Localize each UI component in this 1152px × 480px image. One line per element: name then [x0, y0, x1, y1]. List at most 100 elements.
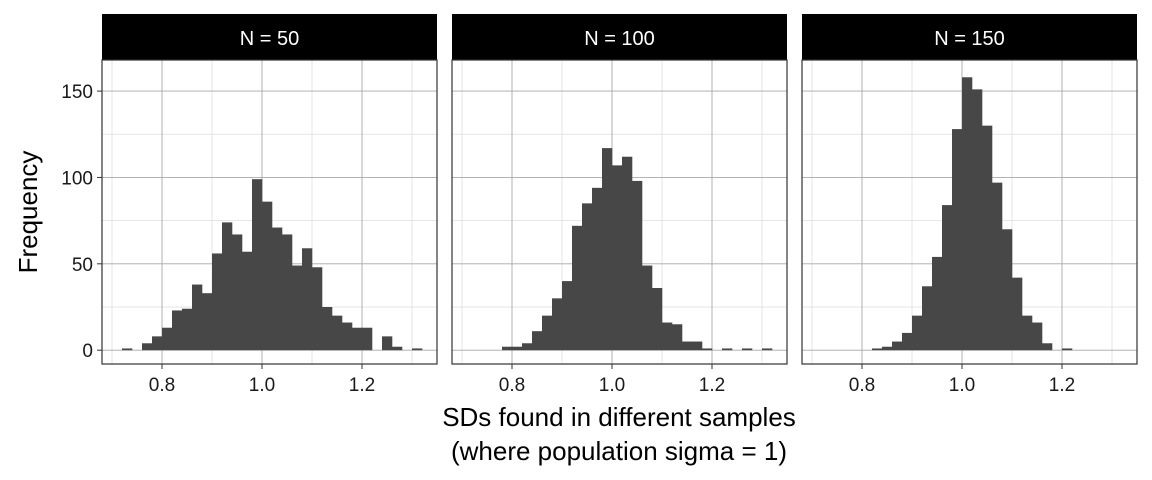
- histogram-bar: [162, 327, 173, 351]
- x-tick-label: 1.2: [349, 375, 375, 396]
- histogram-bar: [262, 201, 273, 351]
- facet-panel: N = 100 0.8 1.0 1.2: [451, 14, 788, 396]
- x-tick-label: 1.0: [599, 375, 625, 396]
- histogram-bar: [412, 348, 423, 351]
- facet-panel: N = 50 0.8 1.0 1.2: [101, 14, 438, 396]
- histogram-bar: [1012, 277, 1023, 351]
- histogram-bar: [542, 315, 553, 351]
- panels-layer: N = 50 0.8 1.0 1.2 N = 100 0.8 1.0 1.2 N = 150 0.…: [101, 14, 1138, 396]
- x-axis-title-line2: (where population sigma = 1): [451, 436, 787, 466]
- histogram-bar: [502, 346, 513, 351]
- histogram-bar: [602, 148, 613, 351]
- histogram-bar: [912, 315, 923, 351]
- histogram-bar: [572, 225, 583, 351]
- histogram-bar: [1002, 229, 1013, 351]
- x-tick-label: 1.0: [249, 375, 275, 396]
- y-tick-label: 100: [61, 168, 93, 189]
- histogram-bar: [532, 331, 543, 351]
- histogram-bar: [882, 346, 893, 351]
- histogram-bar: [692, 341, 703, 351]
- histogram-bar: [212, 253, 223, 351]
- panel-border: [451, 59, 788, 365]
- histogram-bar: [522, 343, 533, 351]
- facet-strip: [802, 14, 1137, 60]
- facet-strip: [102, 14, 437, 60]
- histogram-bar: [292, 265, 303, 351]
- histogram-bar: [332, 315, 343, 351]
- histogram-bar: [702, 348, 713, 351]
- facet-panel: N = 150 0.8 1.0 1.2: [801, 14, 1138, 396]
- histogram-bar: [992, 182, 1003, 351]
- histogram-bar: [722, 348, 733, 351]
- histogram-bar: [362, 327, 373, 351]
- histogram-bar: [672, 324, 683, 351]
- histogram-bar: [202, 293, 213, 351]
- histogram-bar: [152, 336, 163, 351]
- histogram-bar: [582, 203, 593, 351]
- histogram-bar: [762, 348, 773, 351]
- histogram-bar: [1022, 315, 1033, 351]
- histogram-bar: [682, 341, 693, 351]
- histogram-bar: [662, 322, 673, 351]
- histogram-bar: [552, 298, 563, 351]
- histogram-bar: [892, 341, 903, 351]
- panel-border: [801, 59, 1138, 365]
- x-tick-label: 0.8: [499, 375, 525, 396]
- histogram-bar: [982, 125, 993, 351]
- y-axis-title: Frequency: [13, 151, 43, 274]
- histogram-bar: [622, 156, 633, 351]
- x-tick-label: 0.8: [149, 375, 175, 396]
- x-tick-label: 0.8: [849, 375, 875, 396]
- histogram-bar: [562, 281, 573, 351]
- histogram-bar: [322, 307, 333, 351]
- histogram-bar: [922, 286, 933, 351]
- histogram-bar: [272, 227, 283, 351]
- histogram-bar: [1042, 343, 1053, 351]
- histogram-bar: [932, 256, 943, 351]
- histogram-bar: [312, 267, 323, 351]
- y-tick-label: 50: [72, 255, 93, 276]
- histogram-bar: [392, 346, 403, 351]
- histogram-bar: [612, 165, 623, 351]
- histogram-bar: [302, 248, 313, 351]
- histogram-bar: [592, 187, 603, 351]
- histogram-bar: [642, 265, 653, 351]
- histogram-bar: [122, 348, 133, 351]
- histogram-bar: [172, 310, 183, 351]
- histogram-bar: [252, 179, 263, 351]
- histogram-bar: [192, 284, 203, 351]
- histogram-bar: [242, 251, 253, 351]
- histogram-bar: [742, 348, 753, 351]
- panel-border: [101, 59, 438, 365]
- histogram-bar: [282, 234, 293, 351]
- histogram-bar: [872, 348, 883, 351]
- facet-strip-label: N = 100: [584, 28, 655, 50]
- histogram-bar: [232, 234, 243, 351]
- y-tick-label: 0: [82, 341, 93, 362]
- facet-strip: [452, 14, 787, 60]
- histogram-bar: [512, 346, 523, 351]
- x-tick-label: 1.2: [699, 375, 725, 396]
- histogram-bar: [632, 180, 643, 351]
- histogram-bar: [952, 129, 963, 351]
- histogram-bar: [222, 222, 233, 351]
- histogram-bar: [382, 336, 393, 351]
- histogram-bar: [972, 89, 983, 351]
- histogram-bar: [342, 322, 353, 351]
- histogram-bar: [182, 308, 193, 351]
- y-tick-label: 150: [61, 82, 93, 103]
- histogram-bar: [902, 332, 913, 351]
- facet-strip-label: N = 50: [240, 28, 299, 50]
- histogram-bar: [652, 288, 663, 351]
- histogram-bar: [962, 77, 973, 351]
- facet-strip-label: N = 150: [934, 28, 1005, 50]
- histogram-bar: [1032, 322, 1043, 351]
- y-axis: 0 50 100 150: [61, 82, 102, 362]
- histogram-bar: [352, 327, 363, 351]
- histogram-bar: [142, 343, 153, 351]
- x-tick-label: 1.0: [949, 375, 975, 396]
- histogram-bar: [942, 205, 953, 351]
- histogram-bar: [1062, 348, 1073, 351]
